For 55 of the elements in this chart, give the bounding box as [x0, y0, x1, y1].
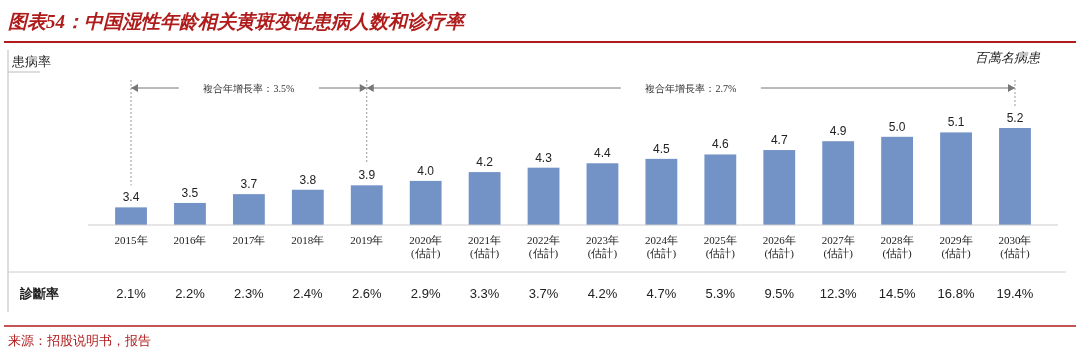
data-label: 4.6	[711, 137, 729, 152]
x-tick-label: 2020年 (估計)	[409, 234, 443, 260]
text: 複合年增長率：2.7%	[645, 83, 737, 94]
text: 2.2%	[175, 286, 206, 301]
text: 2.1%	[116, 286, 147, 301]
data-label: 3.8	[299, 172, 317, 187]
data-label: 4.9	[829, 124, 847, 139]
x-tick-label: 2018年	[291, 234, 325, 246]
text: 診斷率	[19, 286, 59, 301]
x-tick-label: 2029年 (估計)	[939, 234, 973, 260]
data-label: 4.7	[770, 133, 788, 148]
chart-title: 图表54：中国湿性年龄相关黄斑变性患病人数和诊疗率	[8, 11, 467, 32]
x-tick-label: 2019年	[350, 234, 384, 246]
data-label: 4.4	[594, 146, 612, 161]
x-tick-label: 2023年 (估計)	[585, 234, 619, 260]
data-label: 5.1	[947, 115, 965, 130]
data-label: 4.0	[417, 163, 435, 178]
x-tick-label: 2027年 (估計)	[821, 234, 855, 260]
text: 19.4%	[996, 286, 1034, 301]
text: 16.8%	[937, 286, 975, 301]
text: 5.3%	[705, 286, 736, 301]
x-tick-label: 2022年 (估計)	[527, 234, 561, 260]
text: 患病率	[11, 54, 51, 69]
data-label: 3.4	[122, 190, 140, 205]
text: 4.2%	[587, 286, 618, 301]
x-tick-label: 2026年 (估計)	[762, 234, 796, 260]
x-tick-label: 2016年	[173, 234, 207, 246]
x-tick-label: 2024年 (估計)	[644, 234, 678, 260]
text: 2.9%	[410, 286, 441, 301]
text: 複合年增長率：3.5%	[203, 83, 295, 94]
data-label: 4.3	[535, 150, 553, 165]
source-note: 来源：招股说明书，报告	[8, 333, 151, 348]
data-label: 5.2	[1006, 111, 1024, 125]
x-tick-label: 2017年	[232, 234, 266, 246]
text: 百萬名病患	[975, 50, 1041, 65]
text: 12.3%	[819, 286, 858, 301]
x-tick-label: 2030年 (估計)	[998, 234, 1032, 260]
text: 14.5%	[878, 286, 916, 301]
text: 4.7%	[646, 286, 677, 301]
data-label: 3.7	[240, 177, 258, 192]
data-label: 4.5	[653, 141, 671, 156]
text: 9.5%	[764, 286, 795, 301]
text: 2.3%	[234, 286, 265, 301]
data-label: 3.9	[358, 168, 376, 183]
data-label: 4.2	[476, 155, 494, 170]
data-label: 5.0	[888, 119, 906, 134]
text: 2.4%	[292, 286, 324, 301]
x-tick-label: 2021年 (估計)	[468, 234, 502, 260]
data-label: 3.5	[181, 185, 199, 200]
x-tick-label: 2015年	[114, 234, 148, 246]
x-tick-label: 2025年 (估計)	[703, 234, 737, 260]
text: 2.6%	[351, 286, 382, 301]
text: 3.3%	[469, 286, 500, 301]
text: 3.7%	[528, 286, 559, 301]
x-tick-label: 2028年 (估計)	[880, 234, 914, 260]
